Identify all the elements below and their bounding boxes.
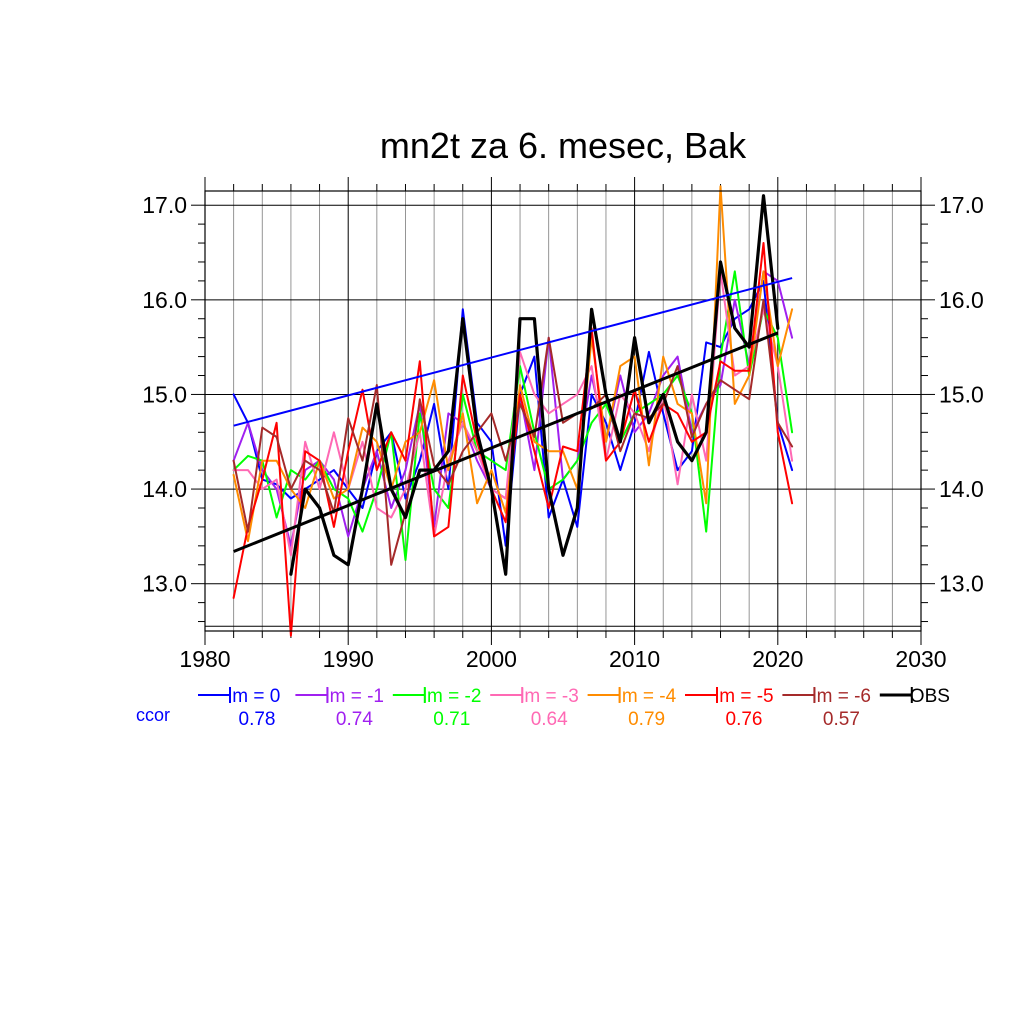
y-tick-label-right: 16.0 (939, 287, 984, 313)
legend-ccor-value: 0.78 (239, 709, 276, 730)
x-tick-label: 2000 (466, 646, 517, 672)
legend-label: lm = -6 (812, 686, 871, 707)
legend-label: lm = -1 (325, 686, 384, 707)
legend-ccor-value: 0.74 (336, 709, 373, 730)
y-tick-label-right: 15.0 (939, 381, 984, 407)
x-tick-label: 2030 (895, 646, 946, 672)
legend: ccor lm = 00.78 lm = -10.74 lm = -20.71 lm =… (136, 686, 950, 730)
y-tick-label-left: 14.0 (142, 476, 187, 502)
trend-line-obs (233, 331, 779, 553)
y-tick-label-left: 16.0 (142, 287, 187, 313)
trend-lines (233, 277, 793, 553)
y-tick-label-left: 13.0 (142, 571, 187, 597)
x-tick-label: 2020 (752, 646, 803, 672)
series-line-obs (289, 194, 780, 576)
plot-frame (204, 190, 922, 632)
legend-label: lm = -5 (715, 686, 774, 707)
ccor-label: ccor (136, 705, 170, 725)
legend-label: lm = -4 (618, 686, 677, 707)
y-tick-label-right: 13.0 (939, 571, 984, 597)
y-tick-label-left: 15.0 (142, 381, 187, 407)
grid (205, 190, 921, 631)
legend-label: lm = -3 (520, 686, 579, 707)
legend-label: lm = -2 (423, 686, 482, 707)
y-tick-label-right: 14.0 (939, 476, 984, 502)
legend-ccor-value: 0.79 (628, 709, 665, 730)
chart-title: mn2t za 6. mesec, Bak (380, 125, 747, 166)
legend-label: OBS (910, 686, 950, 707)
legend-ccor-value: 0.64 (531, 709, 568, 730)
y-tick-label-left: 17.0 (142, 192, 187, 218)
y-tick-label-right: 17.0 (939, 192, 984, 218)
legend-label: lm = 0 (228, 686, 280, 707)
trend-line-lm0 (233, 277, 793, 427)
x-tick-label: 1990 (323, 646, 374, 672)
axis-ticks (191, 177, 935, 645)
legend-ccor-value: 0.57 (823, 709, 860, 730)
x-tick-label: 1980 (179, 646, 230, 672)
legend-ccor-value: 0.71 (433, 709, 470, 730)
tick-labels: 1980 1990 2000 2010 2020 2030 13.0 13.0 14.0 14.0… (142, 192, 984, 672)
legend-ccor-value: 0.76 (726, 709, 763, 730)
x-tick-label: 2010 (609, 646, 660, 672)
series-lines (232, 185, 794, 637)
